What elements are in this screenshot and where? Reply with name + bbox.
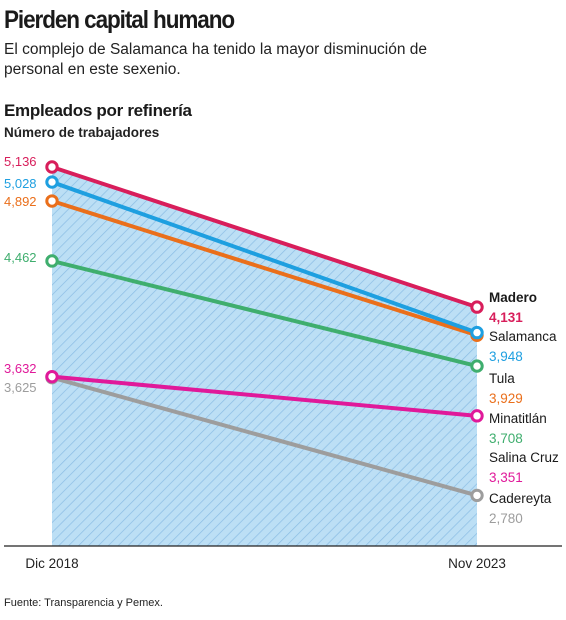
value-label-start: 4,462 <box>4 250 37 265</box>
value-label-start: 3,625 <box>4 380 37 395</box>
data-point <box>470 325 484 340</box>
data-point <box>45 254 59 268</box>
page-subtitle: El complejo de Salamanca ha tenido la ma… <box>4 41 428 78</box>
series-line <box>50 165 479 310</box>
series-name-label: Salina Cruz <box>489 450 559 465</box>
data-point <box>45 175 59 189</box>
series-line <box>50 374 479 418</box>
x-tick-label: Dic 2018 <box>25 556 78 571</box>
series-line <box>50 258 479 369</box>
value-label-end: 3,929 <box>489 391 523 406</box>
value-label-end: 2,780 <box>489 511 523 526</box>
series-line <box>50 199 479 338</box>
area-under-madero <box>52 167 477 546</box>
data-point <box>45 369 59 384</box>
data-point <box>470 488 484 503</box>
series-name-label: Cadereyta <box>489 491 552 506</box>
series-line <box>50 180 479 335</box>
value-label-start: 5,028 <box>4 176 37 191</box>
data-point <box>45 160 59 174</box>
value-label-start: 4,892 <box>4 194 37 209</box>
value-label-start: 5,136 <box>4 154 37 169</box>
source-note: Fuente: Transparencia y Pemex. <box>4 597 163 609</box>
series-name-label: Salamanca <box>489 329 557 344</box>
value-label-end: 4,131 <box>489 310 523 325</box>
page-title: Pierden capital humano <box>4 6 235 34</box>
data-point <box>470 300 484 314</box>
chart-title: Empleados por refinería <box>4 101 192 120</box>
data-point <box>470 359 484 373</box>
y-axis-label: Número de trabajadores <box>4 125 160 140</box>
value-label-end: 3,948 <box>489 349 523 364</box>
data-point <box>470 409 484 423</box>
value-label-start: 3,632 <box>4 361 37 376</box>
x-tick-label: Nov 2023 <box>448 556 506 571</box>
value-label-end: 3,708 <box>489 431 523 446</box>
series-name-label: Madero <box>489 290 537 305</box>
series-name-label: Minatitlán <box>489 411 547 426</box>
series-name-label: Tula <box>489 371 515 386</box>
value-label-end: 3,351 <box>489 470 523 485</box>
data-point <box>45 194 59 208</box>
series-line <box>50 375 479 498</box>
